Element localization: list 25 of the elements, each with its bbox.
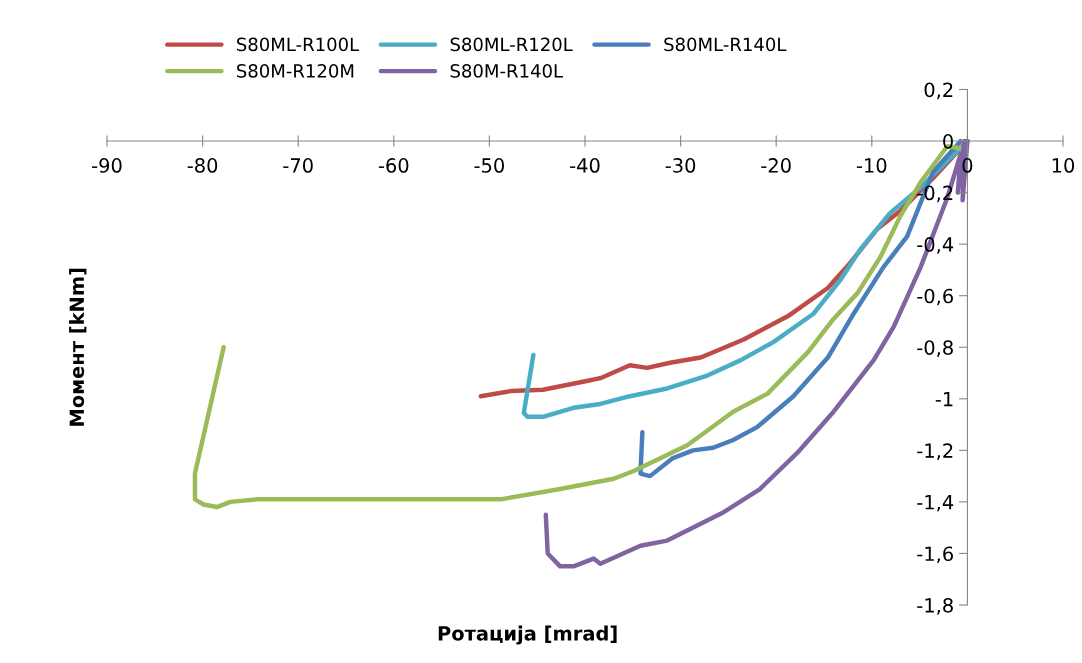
legend-label: S80ML-R120L xyxy=(450,37,573,52)
y-tick-label: -1,2 xyxy=(917,443,953,460)
x-tick-label: -90 xyxy=(92,158,122,173)
y-tick-label: -1,6 xyxy=(917,546,953,564)
x-tick-label: -30 xyxy=(665,158,696,173)
x-tick-label: 10 xyxy=(1052,158,1075,173)
x-tick-label: -20 xyxy=(761,158,791,173)
x-tick-label: -50 xyxy=(474,158,504,173)
y-tick-label: -1,8 xyxy=(917,597,953,615)
legend-label: S80M-R120M xyxy=(237,64,354,78)
y-axis-title: Момент [kNm] xyxy=(69,268,87,426)
y-tick-label: 0,2 xyxy=(924,82,953,100)
y-tick-label: -1 xyxy=(935,392,953,407)
x-tick-label: -10 xyxy=(856,158,887,173)
y-tick-label: -1,4 xyxy=(917,495,954,512)
x-axis-title: Ротација [mrad] xyxy=(438,625,617,645)
legend-label: S80ML-R140L xyxy=(664,37,787,52)
legend-label: S80ML-R100L xyxy=(237,37,360,52)
x-tick-label: -60 xyxy=(378,158,409,173)
y-tick-label: -0,6 xyxy=(917,288,953,306)
x-tick-label: -40 xyxy=(570,158,600,173)
y-tick-label: -0,8 xyxy=(917,340,953,357)
x-tick-label: -80 xyxy=(187,158,218,173)
legend-label: S80M-R140L xyxy=(450,64,563,78)
x-tick-label: -70 xyxy=(283,158,313,173)
